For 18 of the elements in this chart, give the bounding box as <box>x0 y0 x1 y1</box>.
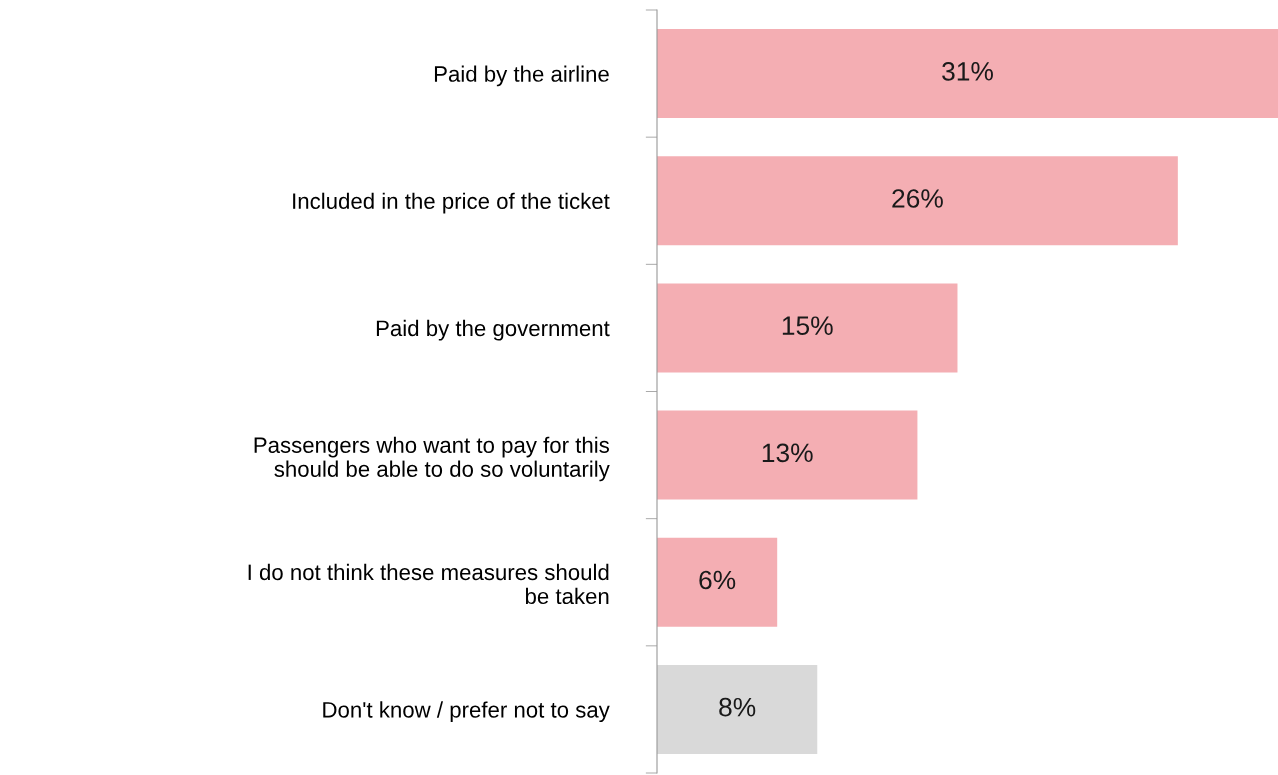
y-tick-label: I do not think these measures should be taken <box>248 563 609 605</box>
data-label: 15% <box>782 316 833 335</box>
y-tick-label: Don't know / prefer not to say <box>323 701 610 723</box>
bar <box>657 537 778 627</box>
y-tick-label: Paid by the government <box>376 319 610 341</box>
bar <box>657 156 1178 246</box>
data-label: 26% <box>892 189 943 208</box>
data-label: 13% <box>762 443 813 463</box>
y-tick-label: Paid by the airline <box>434 65 609 87</box>
data-label: 8% <box>719 697 756 717</box>
bar <box>657 664 818 754</box>
y-tick-label: Passengers who want to pay for this should be able to do so voluntarily <box>254 436 610 482</box>
data-label: 31% <box>942 61 993 81</box>
bar <box>657 410 918 500</box>
bar <box>657 29 1278 119</box>
bar <box>657 283 958 373</box>
data-label: 6% <box>699 570 736 590</box>
y-tick-label: Included in the price of the ticket <box>293 192 610 214</box>
